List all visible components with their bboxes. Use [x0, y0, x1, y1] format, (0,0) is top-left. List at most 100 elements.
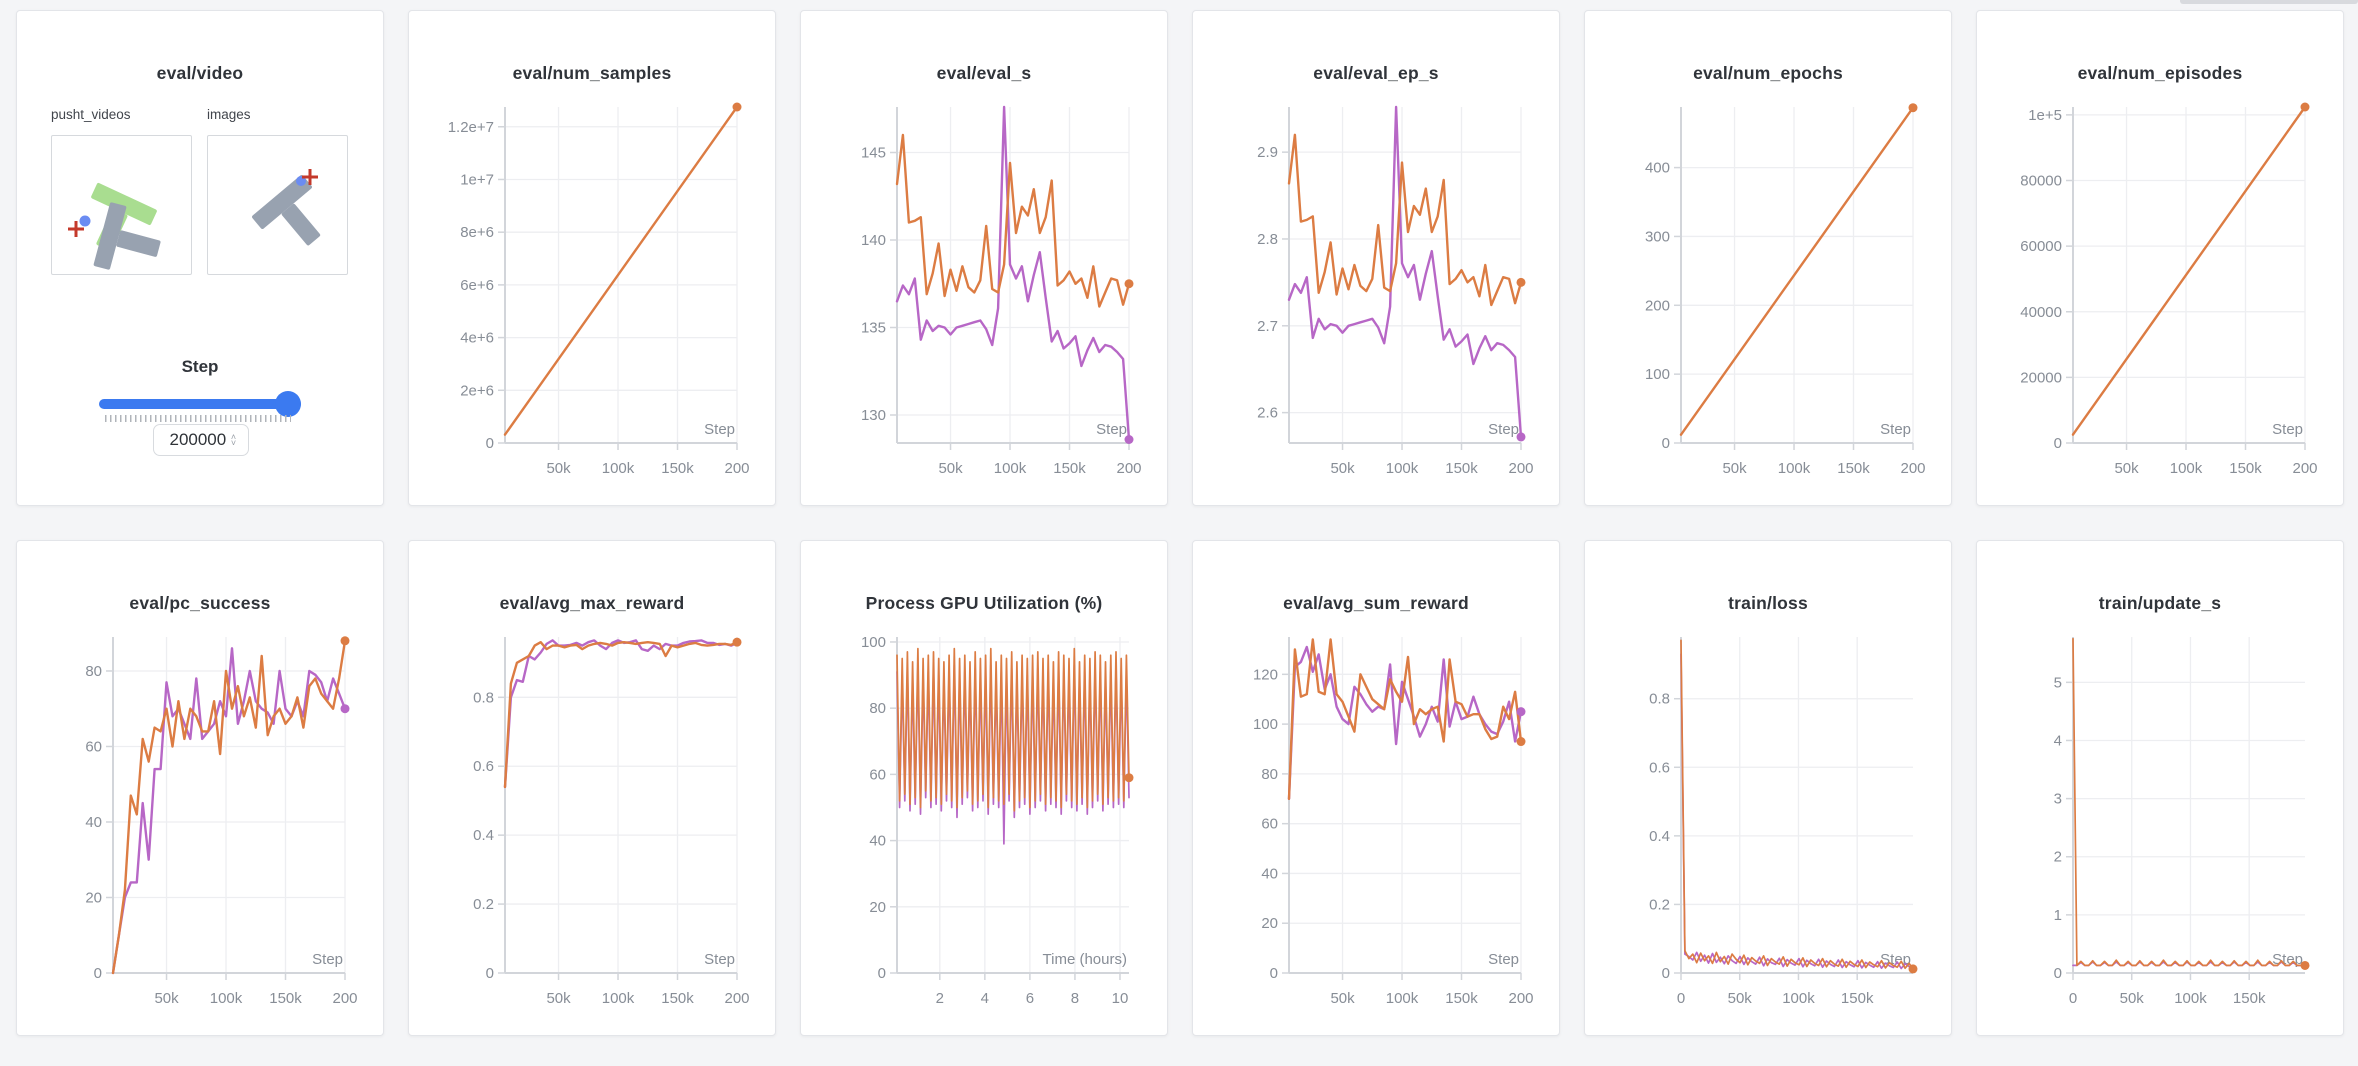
svg-text:50k: 50k [1722, 460, 1747, 477]
svg-text:2: 2 [936, 990, 944, 1007]
svg-text:1.2e+7: 1.2e+7 [448, 119, 494, 136]
thumbnail-label-images: images [207, 107, 251, 122]
chart-panel-eval-num-episodes[interactable]: eval/num_episodes 50k 100k 150k 200 0 20000 40… [1976, 10, 2344, 506]
chart-panel-process-gpu-utilization-[interactable]: Process GPU Utilization (%) 2 4 6 8 10 0 20 40 6… [800, 540, 1168, 1036]
svg-text:200: 200 [1900, 460, 1925, 477]
step-slider[interactable] [99, 399, 301, 409]
svg-text:400: 400 [1645, 160, 1670, 177]
svg-text:0.4: 0.4 [1649, 828, 1670, 845]
svg-text:80: 80 [1261, 766, 1278, 783]
images-thumbnail[interactable] [207, 135, 348, 275]
svg-text:0.8: 0.8 [1649, 691, 1670, 708]
svg-text:0: 0 [2054, 435, 2062, 452]
svg-text:Step: Step [1488, 951, 1519, 968]
images-environment-image [252, 169, 321, 246]
svg-text:4: 4 [981, 990, 989, 1007]
step-slider-thumb[interactable] [275, 391, 301, 417]
gray-tee-shape [93, 202, 161, 270]
svg-text:2.6: 2.6 [1257, 405, 1278, 422]
svg-text:Step: Step [704, 421, 735, 438]
chart-title: Process GPU Utilization (%) [865, 593, 1103, 613]
svg-text:20: 20 [869, 899, 886, 916]
svg-text:1e+5: 1e+5 [2028, 107, 2062, 124]
step-value-input[interactable] [165, 430, 230, 450]
svg-text:100: 100 [1645, 366, 1670, 383]
svg-text:10: 10 [1112, 990, 1129, 1007]
media-panel-eval-video[interactable]: eval/video pusht_videos images [16, 10, 384, 506]
chart-canvas[interactable]: 50k 100k 150k 200 0 20 40 60 80 Step [17, 627, 383, 1027]
svg-text:50k: 50k [1728, 990, 1753, 1007]
step-input[interactable]: ˄ ˅ [153, 424, 249, 456]
svg-text:200: 200 [724, 990, 749, 1007]
svg-text:0: 0 [1662, 965, 1670, 982]
chart-title: eval/eval_s [936, 63, 1032, 83]
svg-text:40: 40 [85, 814, 102, 831]
thumbnail-label-pusht-videos: pusht_videos [51, 107, 131, 122]
svg-text:2e+6: 2e+6 [460, 382, 494, 399]
svg-text:Step: Step [1096, 421, 1127, 438]
svg-text:150k: 150k [661, 460, 694, 477]
svg-text:200: 200 [1645, 297, 1670, 314]
step-stepper[interactable]: ˄ ˅ [230, 432, 237, 448]
step-down-icon[interactable]: ˅ [230, 438, 237, 448]
svg-text:6: 6 [1026, 990, 1034, 1007]
step-up-icon[interactable]: ˄ [230, 432, 237, 442]
chart-panel-eval-num-epochs[interactable]: eval/num_epochs 50k 100k 150k 200 0 100 200 300… [1584, 10, 1952, 506]
chart-title: train/loss [1728, 593, 1808, 613]
svg-text:140: 140 [861, 232, 886, 249]
svg-text:100k: 100k [2170, 460, 2203, 477]
svg-text:40000: 40000 [2020, 304, 2062, 321]
svg-text:4e+6: 4e+6 [460, 330, 494, 347]
svg-text:100k: 100k [2174, 990, 2207, 1007]
svg-text:135: 135 [861, 320, 886, 337]
svg-text:150k: 150k [269, 990, 302, 1007]
svg-text:100k: 100k [1782, 990, 1815, 1007]
svg-text:300: 300 [1645, 228, 1670, 245]
svg-text:100k: 100k [1386, 460, 1419, 477]
chart-canvas[interactable]: 50k 100k 150k 200 2.6 2.7 2.8 2.9 Step [1193, 97, 1559, 497]
svg-text:0.8: 0.8 [473, 689, 494, 706]
chart-canvas[interactable]: 50k 100k 150k 200 0 20000 40000 60000 80000 1e+5 S… [1977, 97, 2343, 497]
svg-text:8e+6: 8e+6 [460, 224, 494, 241]
chart-panel-eval-avg-max-reward[interactable]: eval/avg_max_reward 50k 100k 150k 200 0 0.2 0.… [408, 540, 776, 1036]
chart-canvas[interactable]: 50k 100k 150k 200 0 2e+6 4e+6 6e+6 8e+6 1e+7 1.2e+… [409, 97, 775, 497]
svg-text:80000: 80000 [2020, 173, 2062, 190]
svg-text:Step: Step [1488, 421, 1519, 438]
cropped-panel-edge [2180, 0, 2358, 4]
svg-text:20: 20 [85, 889, 102, 906]
pusht-video-thumbnail[interactable] [51, 135, 192, 275]
svg-text:60: 60 [1261, 816, 1278, 833]
svg-text:0: 0 [878, 965, 886, 982]
svg-text:50k: 50k [1330, 460, 1355, 477]
svg-text:150k: 150k [1053, 460, 1086, 477]
chart-panel-eval-eval-s[interactable]: eval/eval_s 50k 100k 150k 200 130 135 140 145 St… [800, 10, 1168, 506]
chart-panel-eval-avg-sum-reward[interactable]: eval/avg_sum_reward 50k 100k 150k 200 0 20 40 6… [1192, 540, 1560, 1036]
svg-text:0.2: 0.2 [473, 896, 494, 913]
svg-text:130: 130 [861, 407, 886, 424]
svg-text:100k: 100k [210, 990, 243, 1007]
chart-title: eval/pc_success [129, 593, 271, 613]
chart-canvas[interactable]: 50k 100k 150k 200 130 135 140 145 Step [801, 97, 1167, 497]
chart-panel-eval-pc-success[interactable]: eval/pc_success 50k 100k 150k 200 0 20 40 60 80 S… [16, 540, 384, 1036]
dashboard: eval/video pusht_videos images [16, 10, 2344, 1036]
chart-canvas[interactable]: 50k 100k 150k 200 0 100 200 300 400 Step [1585, 97, 1951, 497]
chart-title: eval/avg_sum_reward [1283, 593, 1469, 613]
svg-text:0.4: 0.4 [473, 827, 494, 844]
svg-text:0: 0 [1677, 990, 1685, 1007]
chart-canvas[interactable]: 50k 100k 150k 200 0 0.2 0.4 0.6 0.8 Step [409, 627, 775, 1027]
svg-text:50k: 50k [938, 460, 963, 477]
svg-text:200: 200 [332, 990, 357, 1007]
svg-text:50k: 50k [2114, 460, 2139, 477]
chart-panel-train-loss[interactable]: train/loss 0 50k 100k 150k 0 0.2 0.4 0.6 0.8 Step [1584, 540, 1952, 1036]
svg-text:0: 0 [486, 965, 494, 982]
chart-panel-train-update-s[interactable]: train/update_s 0 50k 100k 150k 0 1 2 3 4 5 Step [1976, 540, 2344, 1036]
chart-panel-eval-num-samples[interactable]: eval/num_samples 50k 100k 150k 200 0 2e+6 4e+6… [408, 10, 776, 506]
chart-panel-eval-eval-ep-s[interactable]: eval/eval_ep_s 50k 100k 150k 200 2.6 2.7 2.8 2.… [1192, 10, 1560, 506]
chart-canvas[interactable]: 50k 100k 150k 200 0 20 40 60 80 100 120 Step [1193, 627, 1559, 1027]
svg-text:4: 4 [2054, 732, 2062, 749]
svg-text:80: 80 [85, 663, 102, 680]
gray-tee-shape [252, 175, 321, 246]
